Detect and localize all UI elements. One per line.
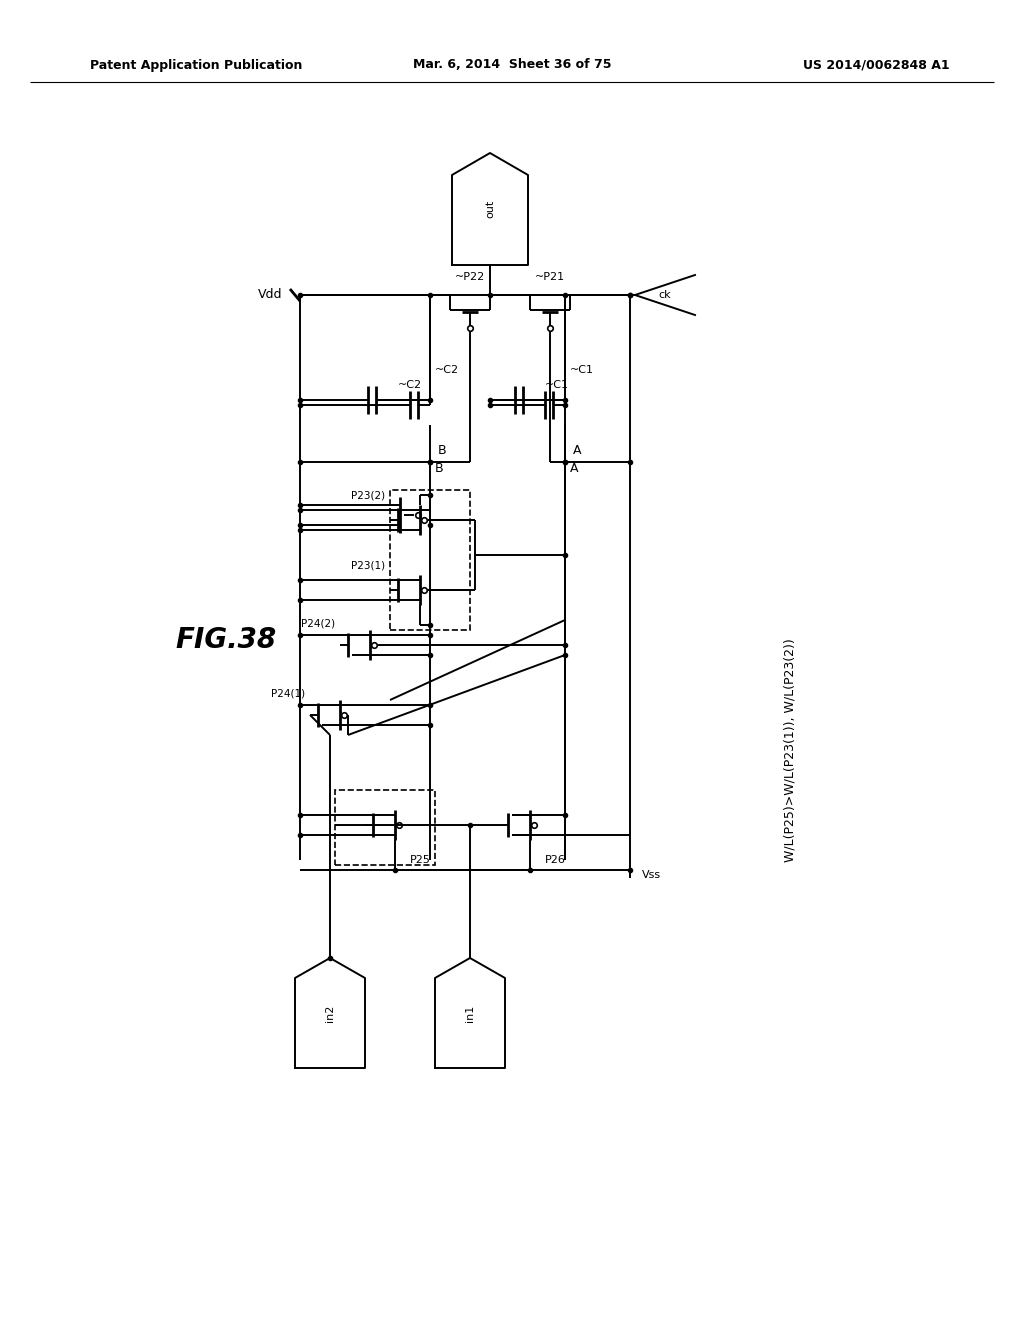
- Text: A: A: [570, 462, 579, 474]
- Text: FIG.38: FIG.38: [175, 626, 276, 653]
- Text: ~C2: ~C2: [435, 366, 459, 375]
- Text: W/L(P25)>W/L(P23(1)), W/L(P23(2)): W/L(P25)>W/L(P23(1)), W/L(P23(2)): [783, 638, 797, 862]
- Text: ~C1: ~C1: [570, 366, 594, 375]
- Text: P23(1): P23(1): [351, 560, 385, 570]
- Text: ~C1: ~C1: [545, 380, 569, 389]
- Text: ~P21: ~P21: [535, 272, 565, 282]
- Bar: [390, 490, 470, 630]
- Text: P24(1): P24(1): [271, 688, 305, 698]
- Text: ~C2: ~C2: [398, 380, 422, 389]
- Text: US 2014/0062848 A1: US 2014/0062848 A1: [804, 58, 950, 71]
- Text: out: out: [485, 199, 495, 218]
- Text: P26: P26: [545, 855, 566, 865]
- Text: Mar. 6, 2014  Sheet 36 of 75: Mar. 6, 2014 Sheet 36 of 75: [413, 58, 611, 71]
- Text: ck: ck: [658, 290, 672, 300]
- Text: in2: in2: [325, 1005, 335, 1022]
- Text: Vdd: Vdd: [257, 289, 282, 301]
- Text: Patent Application Publication: Patent Application Publication: [90, 58, 302, 71]
- Text: P25: P25: [410, 855, 431, 865]
- Text: P24(2): P24(2): [301, 618, 335, 628]
- Text: ~P22: ~P22: [455, 272, 485, 282]
- Text: B: B: [438, 444, 446, 457]
- Text: P23(2): P23(2): [351, 490, 385, 500]
- Text: B: B: [435, 462, 443, 474]
- Bar: [335, 789, 435, 865]
- Text: A: A: [573, 444, 582, 457]
- Text: Vss: Vss: [642, 870, 662, 880]
- Text: in1: in1: [465, 1005, 475, 1022]
